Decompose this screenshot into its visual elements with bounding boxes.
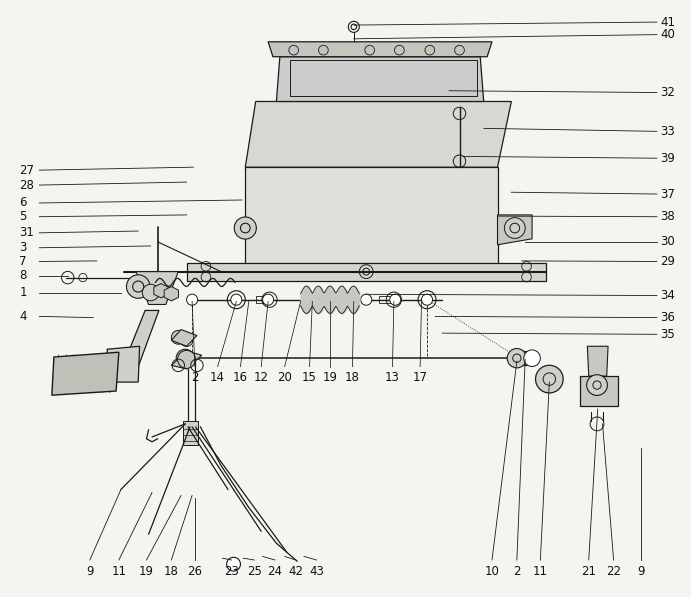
Polygon shape <box>119 310 159 376</box>
Circle shape <box>227 557 240 571</box>
Polygon shape <box>52 352 119 395</box>
Text: 37: 37 <box>660 187 675 201</box>
Polygon shape <box>107 346 140 382</box>
Text: 20: 20 <box>277 371 292 384</box>
Text: 21: 21 <box>581 565 596 578</box>
Text: 12: 12 <box>254 371 269 384</box>
Bar <box>290 60 477 96</box>
Text: 9: 9 <box>638 565 645 578</box>
Circle shape <box>536 365 563 393</box>
Text: 28: 28 <box>19 179 35 192</box>
Text: 38: 38 <box>660 210 674 223</box>
Polygon shape <box>587 346 608 376</box>
Polygon shape <box>580 376 618 406</box>
Circle shape <box>422 294 433 305</box>
Text: 6: 6 <box>19 196 27 210</box>
Circle shape <box>361 294 372 305</box>
Text: 33: 33 <box>660 125 674 138</box>
Circle shape <box>178 350 196 368</box>
Text: 43: 43 <box>309 565 324 578</box>
Text: 27: 27 <box>19 164 35 177</box>
Text: 3: 3 <box>19 241 27 254</box>
Circle shape <box>504 218 525 238</box>
Text: 42: 42 <box>288 565 303 578</box>
Text: 25: 25 <box>247 565 262 578</box>
Text: 14: 14 <box>210 371 225 384</box>
Text: 26: 26 <box>187 565 202 578</box>
Text: 19: 19 <box>139 565 154 578</box>
Text: 13: 13 <box>385 371 400 384</box>
Text: 8: 8 <box>19 269 27 282</box>
Circle shape <box>234 217 256 239</box>
Text: 32: 32 <box>660 86 675 99</box>
Text: 29: 29 <box>660 255 675 268</box>
Bar <box>379 296 390 303</box>
Bar <box>256 296 267 303</box>
Polygon shape <box>276 57 484 101</box>
Text: 7: 7 <box>19 255 27 268</box>
Text: 23: 23 <box>224 565 239 578</box>
Polygon shape <box>498 215 532 245</box>
Text: 2: 2 <box>513 565 520 578</box>
Text: 36: 36 <box>660 311 675 324</box>
Polygon shape <box>245 167 498 269</box>
Text: 17: 17 <box>413 371 428 384</box>
Polygon shape <box>187 263 546 281</box>
Text: 39: 39 <box>660 152 675 165</box>
Text: 41: 41 <box>660 16 675 29</box>
Text: 16: 16 <box>233 371 248 384</box>
Polygon shape <box>245 101 511 167</box>
Text: 34: 34 <box>660 289 675 302</box>
Circle shape <box>524 350 540 367</box>
Polygon shape <box>136 272 178 304</box>
Text: 40: 40 <box>660 28 675 41</box>
Text: 4: 4 <box>19 310 27 323</box>
Polygon shape <box>268 42 492 57</box>
Polygon shape <box>154 284 168 298</box>
Circle shape <box>587 375 607 395</box>
Circle shape <box>142 284 159 301</box>
Polygon shape <box>164 287 178 301</box>
Text: 18: 18 <box>345 371 360 384</box>
Circle shape <box>263 294 274 305</box>
Text: 10: 10 <box>484 565 500 578</box>
Circle shape <box>126 275 150 298</box>
Circle shape <box>507 349 527 368</box>
Circle shape <box>176 349 194 367</box>
Text: 1: 1 <box>19 286 27 299</box>
Text: 22: 22 <box>606 565 621 578</box>
Polygon shape <box>171 330 197 346</box>
Bar <box>183 421 198 445</box>
Text: 24: 24 <box>267 565 283 578</box>
Circle shape <box>187 294 198 305</box>
Circle shape <box>231 294 242 305</box>
Text: 35: 35 <box>660 328 674 341</box>
Text: 30: 30 <box>660 235 674 248</box>
Text: 19: 19 <box>323 371 338 384</box>
Text: 5: 5 <box>19 210 27 223</box>
Text: 11: 11 <box>111 565 126 578</box>
Circle shape <box>390 294 401 305</box>
Circle shape <box>171 330 185 344</box>
Text: 11: 11 <box>533 565 548 578</box>
Text: 18: 18 <box>164 565 179 578</box>
Polygon shape <box>171 351 202 369</box>
Text: 31: 31 <box>19 226 35 239</box>
Polygon shape <box>511 351 527 365</box>
Text: 2: 2 <box>191 371 198 384</box>
Text: 15: 15 <box>302 371 317 384</box>
Text: 9: 9 <box>86 565 93 578</box>
